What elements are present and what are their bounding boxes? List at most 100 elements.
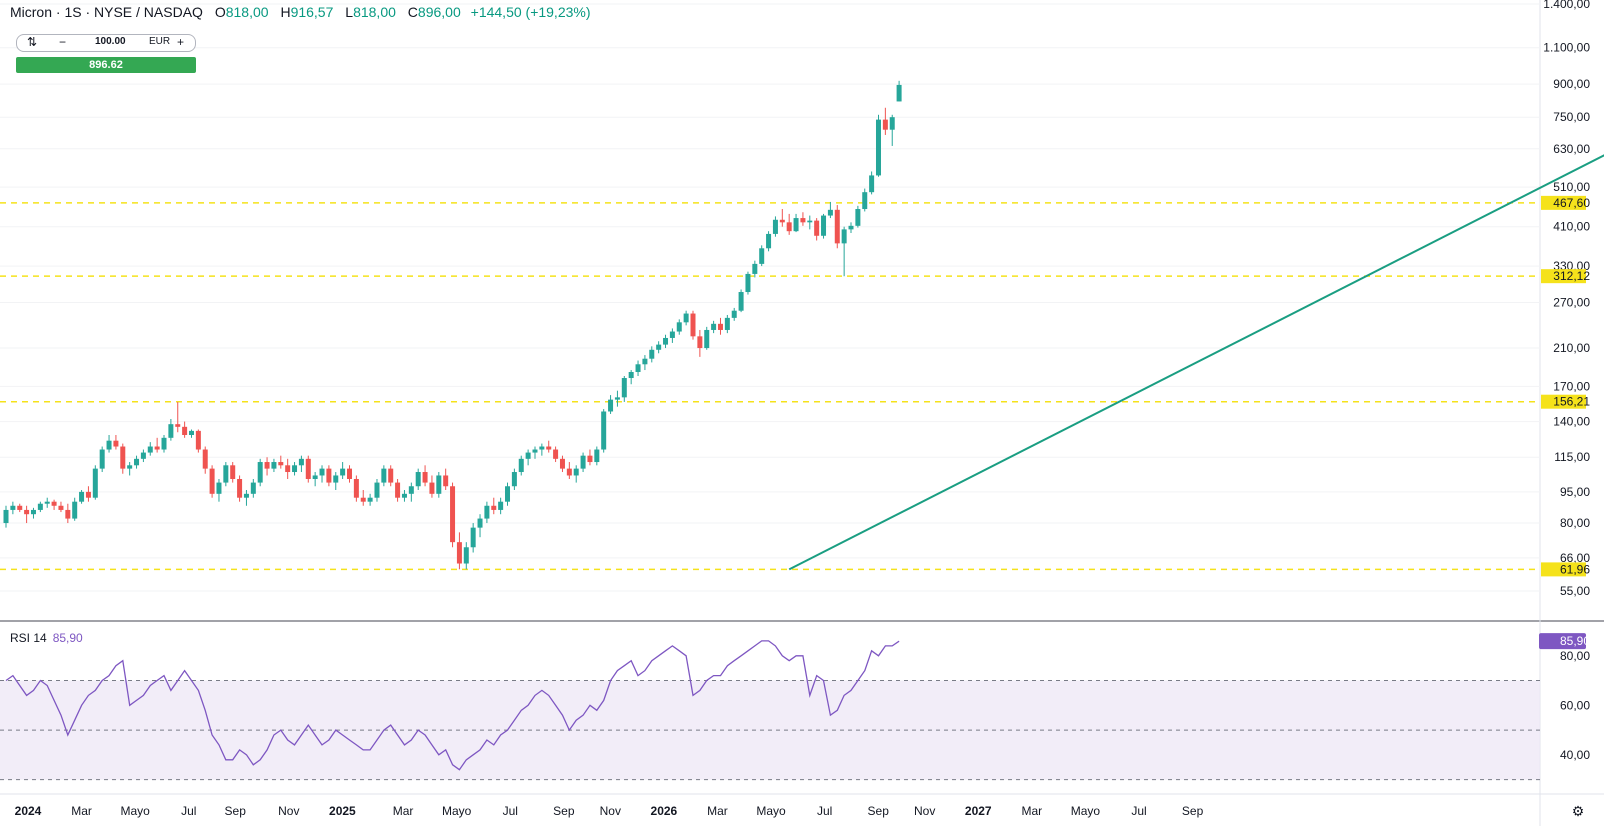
candle-body <box>298 458 304 466</box>
candle-body <box>292 465 298 473</box>
candle-body <box>731 310 737 318</box>
candle-body <box>587 455 593 463</box>
low-value: 818,00 <box>353 4 396 20</box>
candle-body <box>505 486 511 502</box>
candle-body <box>285 465 291 473</box>
candle-body <box>65 509 71 519</box>
candle-body <box>353 478 359 498</box>
quantity-stepper[interactable]: ⇅ − 100.00 EUR + <box>16 34 196 52</box>
candle-body <box>614 397 620 400</box>
candle-body <box>525 452 531 459</box>
candle-body <box>250 482 256 494</box>
candle-body <box>429 482 435 494</box>
candle-body <box>415 472 421 487</box>
settings-gear-icon[interactable]: ⚙ <box>1572 803 1585 819</box>
candle-body <box>532 449 538 453</box>
candle-body <box>106 440 112 450</box>
currency-label: EUR <box>149 36 171 47</box>
candle-body <box>257 462 263 483</box>
candle-body <box>848 225 854 230</box>
candle-body <box>889 117 895 130</box>
candle-body <box>127 465 133 469</box>
candle-body <box>807 220 813 223</box>
candle-body <box>621 378 627 398</box>
candle-body <box>10 505 16 510</box>
candle-body <box>381 468 387 483</box>
level-badge <box>1541 562 1586 577</box>
open-value: 818,00 <box>225 4 269 20</box>
price-axis-label: 115,00 <box>1554 450 1590 464</box>
candle-body <box>827 209 833 216</box>
time-axis-label: Mayo <box>1071 804 1101 818</box>
candle-body <box>188 430 194 436</box>
candle-body <box>120 446 126 469</box>
quantity-value[interactable]: 100.00 <box>95 36 126 47</box>
time-axis-label: 2027 <box>965 804 992 818</box>
time-axis-label: Jul <box>503 804 518 818</box>
candle-body <box>697 336 703 349</box>
candle-body <box>663 337 669 345</box>
candle-body <box>690 313 696 337</box>
candle-body <box>51 501 57 506</box>
candle-body <box>216 482 222 494</box>
candle-body <box>37 503 43 510</box>
time-axis-label: Nov <box>914 804 935 818</box>
candle-body <box>175 424 181 427</box>
candle-body <box>573 468 579 476</box>
price-axis-label: 95,00 <box>1560 485 1590 499</box>
symbol-title: Micron · 1S · NYSE / NASDAQ <box>10 4 203 20</box>
time-axis-label: Sep <box>868 804 890 818</box>
candle-body <box>601 411 607 450</box>
candle-body <box>766 233 772 249</box>
price-axis-label: 55,00 <box>1560 584 1590 598</box>
price-axis-label: 210,00 <box>1553 341 1590 355</box>
open-label: O <box>214 4 226 20</box>
candle-body <box>580 455 586 469</box>
candle-body <box>367 497 373 502</box>
candle-body <box>305 458 311 479</box>
candle-body <box>340 468 346 476</box>
swap-icon[interactable]: ⇅ <box>27 35 38 49</box>
minus-button[interactable]: − <box>59 35 67 49</box>
price-axis-label: 510,00 <box>1553 180 1590 194</box>
candle-body <box>30 509 36 515</box>
candle-body <box>882 119 888 130</box>
close-label: C <box>407 4 418 20</box>
candle-body <box>360 497 366 502</box>
candle-body <box>628 372 634 379</box>
level-label: 467,60 <box>1553 196 1590 210</box>
candle-body <box>484 505 490 519</box>
candle-body <box>518 458 524 473</box>
candle-body <box>168 424 174 438</box>
candle-body <box>92 468 98 498</box>
low-label: L <box>345 4 354 20</box>
time-axis-label: Mar <box>1022 804 1043 818</box>
time-axis-label: Sep <box>225 804 247 818</box>
plus-button[interactable]: + <box>177 35 185 49</box>
candle-body <box>3 509 9 524</box>
candle-body <box>759 248 765 264</box>
time-axis-label: Jul <box>817 804 832 818</box>
candle-body <box>147 446 153 453</box>
candle-body <box>862 192 868 210</box>
candle-body <box>566 468 572 476</box>
time-axis-label: 2025 <box>329 804 356 818</box>
candle-body <box>594 449 600 463</box>
level-label: 312,12 <box>1553 269 1590 283</box>
level-badge <box>1541 394 1586 409</box>
candle-body <box>477 518 483 528</box>
candle-body <box>85 491 91 498</box>
candle-body <box>326 468 332 483</box>
candle-body <box>717 323 723 330</box>
time-axis-label: Mar <box>707 804 728 818</box>
candle-body <box>243 493 249 498</box>
candle-body <box>656 344 662 350</box>
price-axis-label: 170,00 <box>1553 379 1590 393</box>
buy-price-button[interactable]: 896.62 <box>16 57 196 73</box>
level-badge <box>1541 269 1586 284</box>
level-label: 61,96 <box>1560 562 1590 576</box>
candle-body <box>271 462 277 469</box>
candle-body <box>800 218 806 223</box>
candle-body <box>553 449 559 459</box>
